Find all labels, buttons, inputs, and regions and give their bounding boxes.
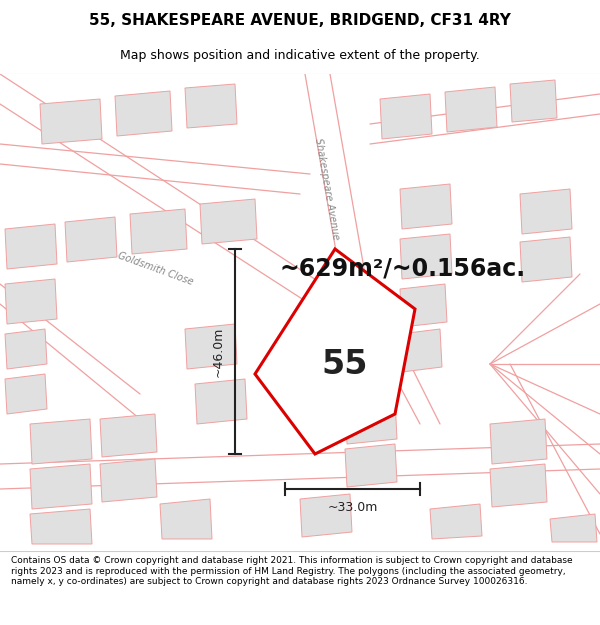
Polygon shape xyxy=(255,249,415,454)
Polygon shape xyxy=(5,224,57,269)
Text: Map shows position and indicative extent of the property.: Map shows position and indicative extent… xyxy=(120,49,480,62)
Polygon shape xyxy=(430,504,482,539)
Polygon shape xyxy=(345,444,397,487)
Polygon shape xyxy=(400,284,447,327)
Polygon shape xyxy=(5,329,47,369)
Polygon shape xyxy=(160,499,212,539)
Polygon shape xyxy=(130,209,187,254)
Polygon shape xyxy=(550,514,597,542)
Polygon shape xyxy=(115,91,172,136)
Polygon shape xyxy=(30,509,92,544)
Polygon shape xyxy=(520,237,572,282)
Text: ~46.0m: ~46.0m xyxy=(212,326,225,377)
Polygon shape xyxy=(195,379,247,424)
Polygon shape xyxy=(65,217,117,262)
Text: ~629m²/~0.156ac.: ~629m²/~0.156ac. xyxy=(280,257,526,281)
Polygon shape xyxy=(185,324,237,369)
Text: ~33.0m: ~33.0m xyxy=(328,501,377,514)
Polygon shape xyxy=(300,494,352,537)
Polygon shape xyxy=(100,459,157,502)
Polygon shape xyxy=(490,419,547,464)
Polygon shape xyxy=(345,399,397,444)
Polygon shape xyxy=(400,329,442,372)
Text: Contains OS data © Crown copyright and database right 2021. This information is : Contains OS data © Crown copyright and d… xyxy=(11,556,572,586)
Polygon shape xyxy=(185,84,237,128)
Polygon shape xyxy=(520,189,572,234)
Polygon shape xyxy=(5,279,57,324)
Polygon shape xyxy=(200,199,257,244)
Polygon shape xyxy=(5,374,47,414)
Text: 55, SHAKESPEARE AVENUE, BRIDGEND, CF31 4RY: 55, SHAKESPEARE AVENUE, BRIDGEND, CF31 4… xyxy=(89,13,511,28)
Polygon shape xyxy=(490,464,547,507)
Polygon shape xyxy=(100,414,157,457)
Polygon shape xyxy=(510,80,557,122)
Polygon shape xyxy=(445,87,497,132)
Text: 55: 55 xyxy=(322,348,368,381)
Polygon shape xyxy=(30,464,92,509)
Polygon shape xyxy=(400,234,452,279)
Text: Goldsmith Close: Goldsmith Close xyxy=(116,251,194,288)
Polygon shape xyxy=(30,419,92,464)
Polygon shape xyxy=(400,184,452,229)
Text: Shakespeare Avenue: Shakespeare Avenue xyxy=(313,138,341,241)
Polygon shape xyxy=(380,94,432,139)
Polygon shape xyxy=(40,99,102,144)
